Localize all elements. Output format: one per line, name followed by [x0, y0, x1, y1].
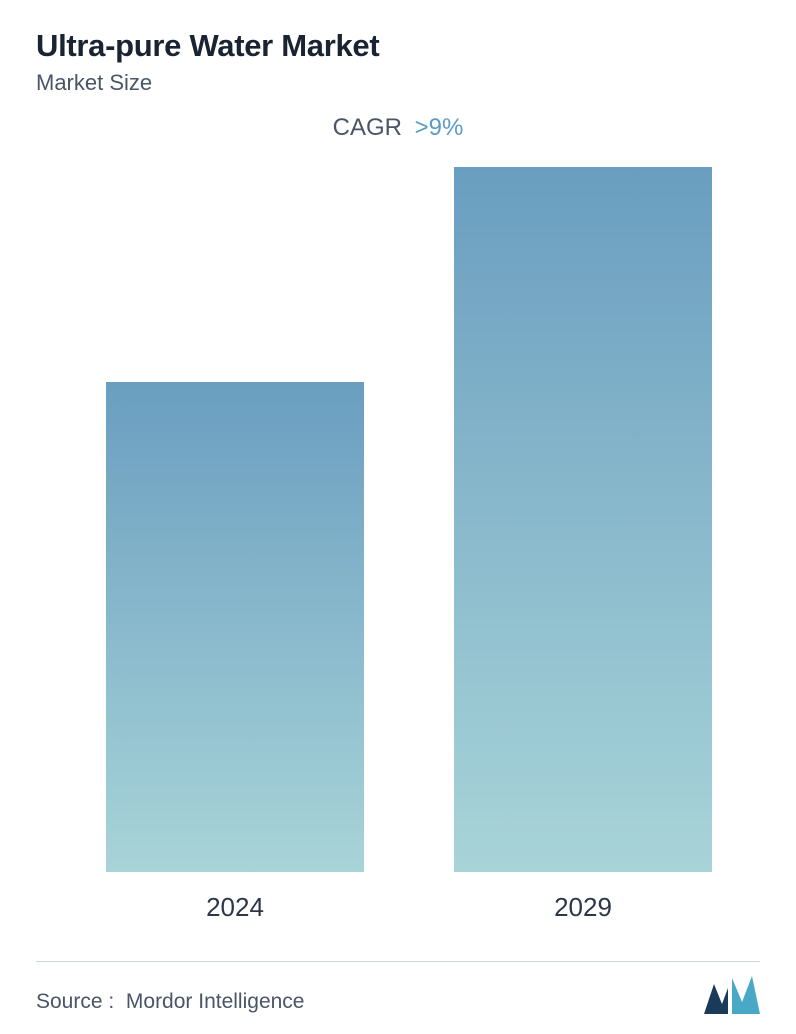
bar-fill	[454, 167, 712, 872]
chart-title: Ultra-pure Water Market	[36, 28, 760, 64]
footer-divider	[36, 961, 760, 962]
cagr-value: >9%	[415, 114, 464, 141]
brand-logo-icon	[704, 976, 760, 1014]
chart-container: Ultra-pure Water Market Market Size CAGR…	[0, 0, 796, 1034]
source-prefix: Source :	[36, 990, 114, 1013]
x-axis-labels: 2024 2029	[76, 892, 720, 932]
chart-subtitle: Market Size	[36, 70, 760, 96]
bar-fill	[106, 382, 364, 872]
x-label-2029: 2029	[454, 892, 712, 923]
x-label-2024: 2024	[106, 892, 364, 923]
cagr-row: CAGR >9%	[36, 114, 760, 142]
bar-2024	[106, 382, 364, 872]
source-text: Source : Mordor Intelligence	[36, 990, 304, 1014]
cagr-label: CAGR	[333, 114, 402, 141]
source-name: Mordor Intelligence	[126, 990, 305, 1013]
bar-2029	[454, 167, 712, 872]
chart-plot-area	[76, 152, 720, 872]
footer: Source : Mordor Intelligence	[36, 976, 760, 1014]
